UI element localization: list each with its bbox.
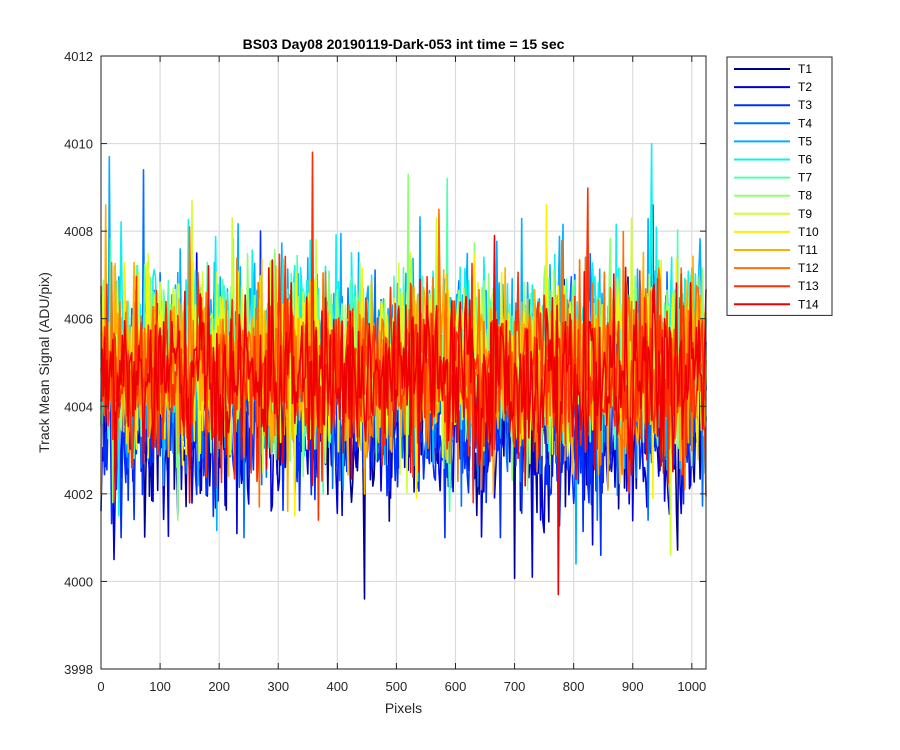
x-tick-label: 200 — [208, 679, 230, 694]
legend-label: T3 — [798, 98, 812, 112]
legend-label: T1 — [798, 62, 812, 76]
x-tick-label: 100 — [149, 679, 171, 694]
x-tick-label: 700 — [504, 679, 526, 694]
chart-title: BS03 Day08 20190119-Dark-053 int time = … — [243, 36, 565, 52]
y-tick-label: 4006 — [64, 312, 93, 327]
legend-label: T14 — [798, 297, 819, 311]
legend-label: T9 — [798, 207, 812, 221]
y-tick-label: 3998 — [64, 662, 93, 677]
y-axis-label: Track Mean Signal (ADU/pix) — [36, 272, 52, 453]
x-tick-label: 600 — [445, 679, 467, 694]
legend-label: T11 — [798, 243, 818, 257]
legend-box — [726, 56, 833, 316]
y-tick-label: 4010 — [64, 137, 93, 152]
y-tick-label: 4012 — [64, 49, 93, 64]
legend: T1 T2 T3 T4 T5 T6 T7 T8 T9 T10 T11 T12 T13 T14 — [726, 56, 833, 316]
axes-box — [100, 55, 707, 670]
series-lines — [100, 142, 707, 600]
x-tick-label: 500 — [386, 679, 408, 694]
y-tick-label: 4002 — [64, 487, 93, 502]
legend-label: T7 — [798, 171, 812, 185]
x-tick-label: 300 — [267, 679, 289, 694]
series-line-t14 — [100, 234, 707, 596]
x-axis-label: Pixels — [385, 700, 422, 716]
x-tick-label: 800 — [563, 679, 585, 694]
x-tick-label: 0 — [97, 679, 104, 694]
x-tick-label: 900 — [622, 679, 644, 694]
y-tick-label: 4008 — [64, 224, 93, 239]
legend-label: T13 — [798, 279, 819, 293]
axis-ticks: 0 100 200 300 400 500 600 700 800 900 1000 3998 4000… — [64, 49, 706, 694]
legend-label: T4 — [798, 116, 812, 130]
legend-label: T8 — [798, 189, 812, 203]
x-tick-label: 1000 — [677, 679, 706, 694]
x-tick-label: 400 — [326, 679, 348, 694]
legend-label: T10 — [798, 225, 819, 239]
legend-label: T2 — [798, 80, 812, 94]
legend-label: T5 — [798, 134, 812, 148]
legend-label: T12 — [798, 261, 819, 275]
legend-label: T6 — [798, 153, 812, 167]
y-tick-label: 4004 — [64, 399, 93, 414]
y-tick-label: 4000 — [64, 574, 93, 589]
